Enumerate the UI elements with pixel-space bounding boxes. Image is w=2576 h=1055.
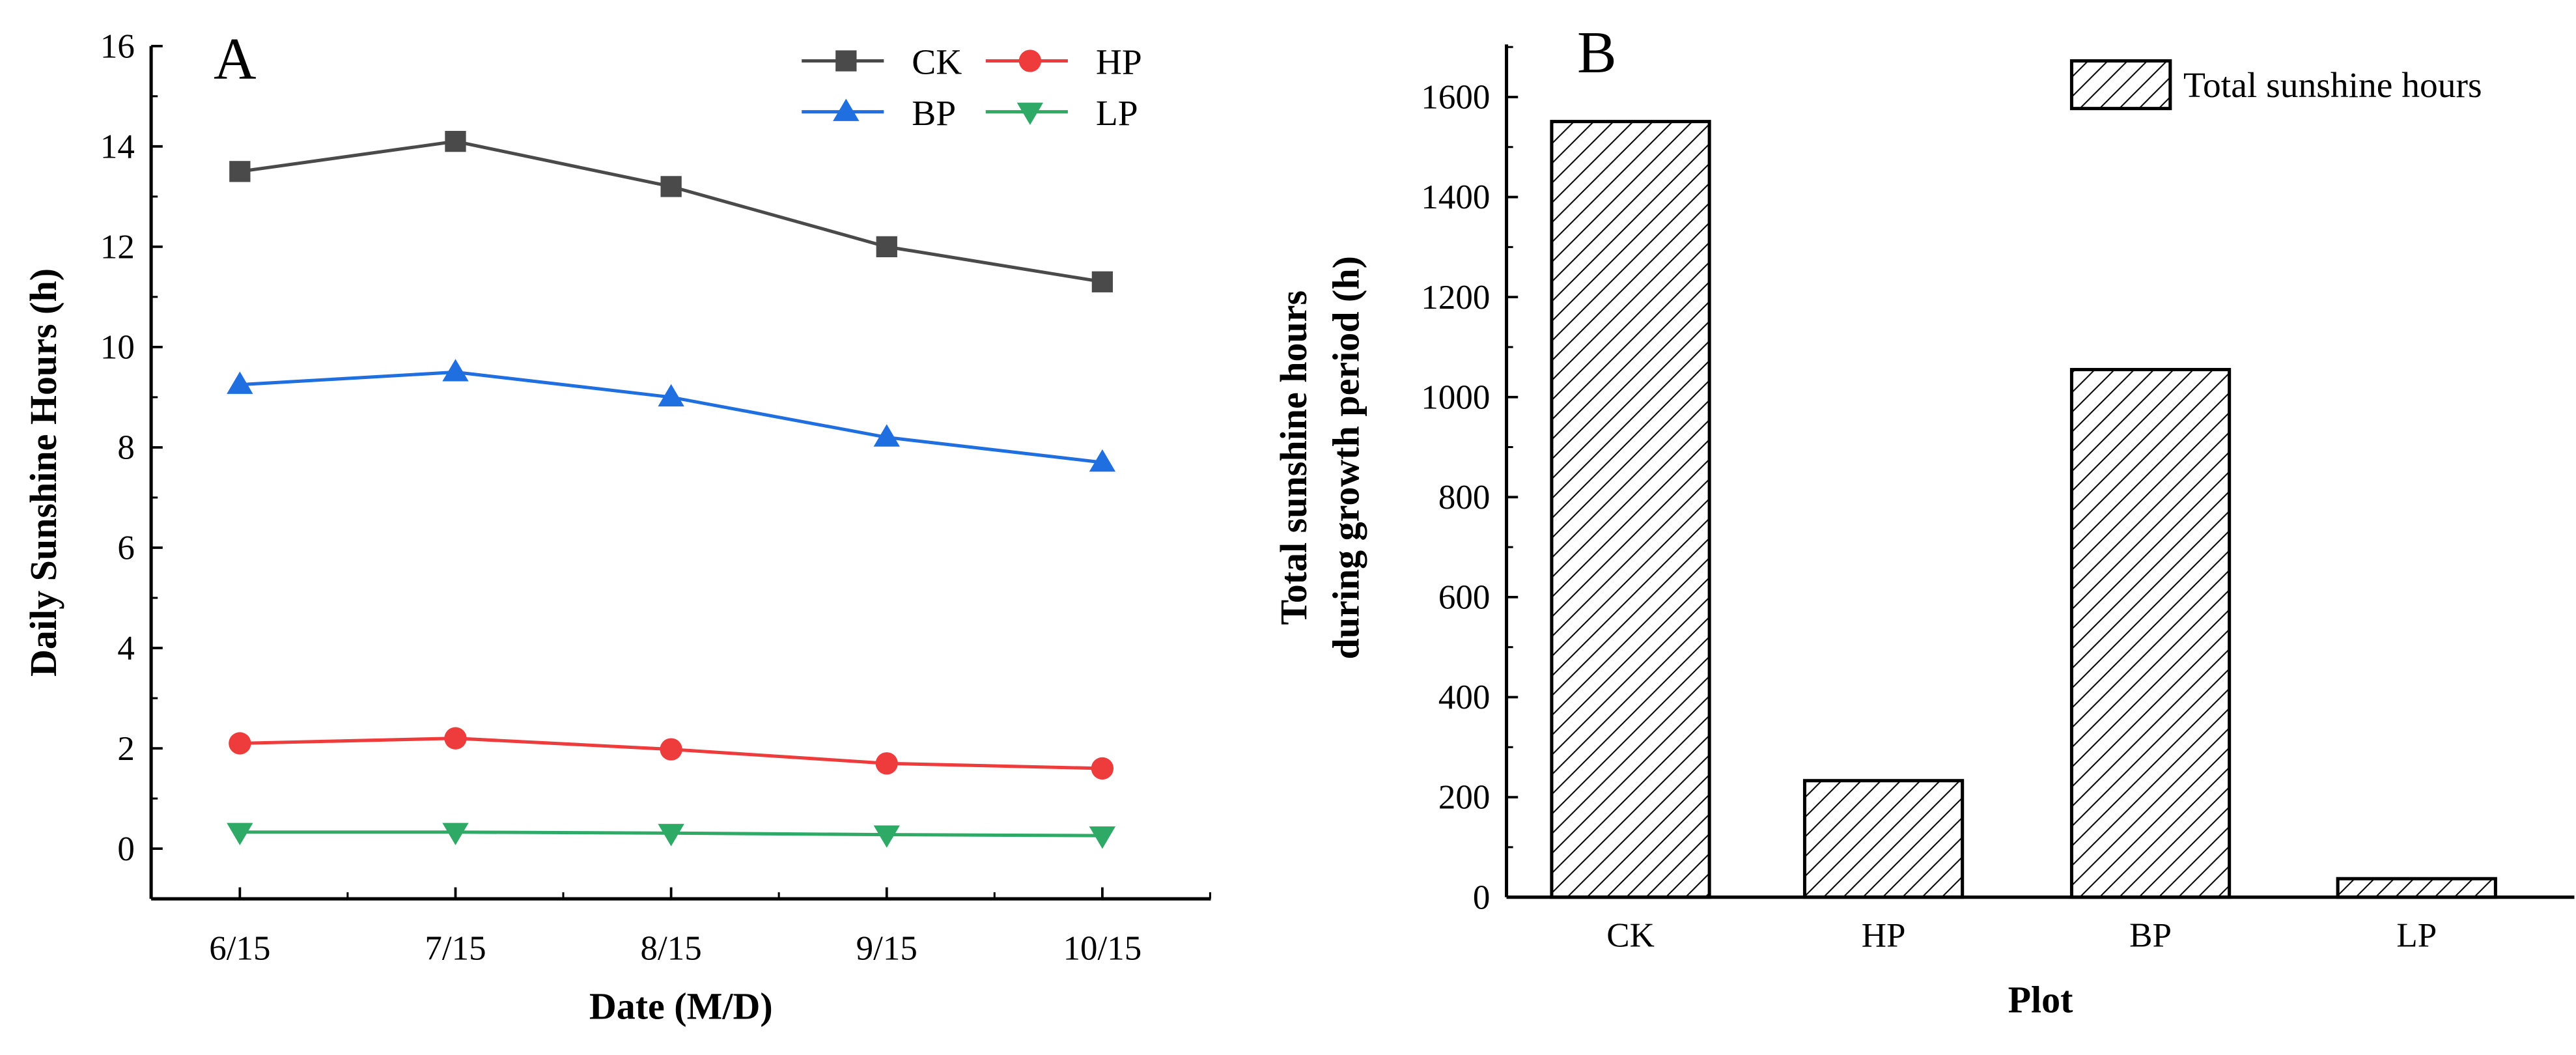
data-point-lp: [227, 823, 253, 845]
data-point-bp: [1089, 449, 1116, 472]
y-axis-title: during growth period (h): [1324, 256, 1367, 659]
data-point-bp: [658, 384, 684, 407]
data-point-bp: [227, 371, 253, 394]
y-axis-title: Total sunshine hours: [1272, 290, 1315, 625]
legend-marker: [833, 98, 860, 121]
data-point-ck: [229, 161, 251, 182]
chart-a: 0 2 4 6 8 10 12 14 16 6/15 7/15 8/15 9/15 10/15 Date (…: [22, 26, 1211, 1027]
legend-label: LP: [1096, 94, 1138, 134]
y-tick-label: 6: [117, 529, 134, 567]
y-tick-label: 600: [1438, 579, 1490, 617]
legend-label: Total sunshine hours: [2183, 66, 2482, 106]
y-tick-label: 200: [1438, 779, 1490, 817]
data-point-hp: [660, 738, 682, 761]
y-tick-label: 4: [117, 630, 134, 668]
legend-swatch: [2069, 59, 2172, 111]
y-tick-label: 12: [100, 229, 135, 266]
data-point-hp: [229, 732, 251, 755]
legend-label: BP: [912, 94, 956, 134]
bar-ck: [1550, 120, 1711, 899]
legend-label: CK: [912, 43, 962, 83]
data-point-ck: [1091, 271, 1113, 292]
y-tick-label: 1000: [1421, 378, 1490, 416]
data-point-lp: [658, 824, 684, 847]
x-axis-title: Plot: [2008, 978, 2074, 1020]
y-tick-label: 1600: [1421, 79, 1490, 117]
legend-label: HP: [1096, 43, 1142, 83]
x-tick-label: 10/15: [1063, 930, 1142, 968]
x-tick-label: HP: [1862, 916, 1906, 954]
y-tick-label: 2: [117, 730, 134, 768]
data-point-ck: [660, 176, 682, 197]
data-point-lp: [873, 825, 900, 848]
x-tick-label: 7/15: [425, 930, 486, 968]
y-tick-label: 8: [117, 429, 134, 467]
y-tick-label: 16: [100, 27, 135, 65]
data-point-bp: [873, 424, 900, 447]
y-tick-label: 0: [117, 830, 134, 868]
y-tick-label: 1400: [1421, 178, 1490, 216]
series-line-ck: [240, 139, 1103, 284]
data-point-hp: [1091, 757, 1114, 780]
legend-marker: [835, 50, 857, 72]
y-tick-label: 14: [100, 128, 135, 165]
x-tick-label: BP: [2129, 916, 2172, 954]
bar-lp: [2336, 877, 2497, 899]
data-point-ck: [876, 236, 897, 258]
x-tick-label: LP: [2396, 916, 2437, 954]
panel-label: B: [1577, 20, 1617, 85]
panel-label: A: [214, 26, 257, 92]
chart-b: 0 200 400 600 800 1000 1200 1400 1600 CK HP BP LP Plo…: [1272, 20, 2575, 1020]
data-point-hp: [444, 727, 467, 750]
data-point-bp: [442, 359, 469, 382]
y-axis-title: Daily Sunshine Hours (h): [22, 268, 64, 677]
legend-marker: [1016, 102, 1044, 125]
x-tick-label: 8/15: [641, 930, 702, 968]
bar-bp: [2069, 367, 2232, 899]
x-tick-label: 6/15: [209, 930, 270, 968]
x-tick-label: 9/15: [856, 930, 917, 968]
y-tick-label: 800: [1438, 479, 1490, 516]
data-point-ck: [445, 130, 466, 152]
y-tick-label: 0: [1473, 879, 1490, 916]
x-tick-label: CK: [1606, 916, 1655, 954]
y-tick-label: 10: [100, 329, 135, 367]
bar-hp: [1802, 779, 1965, 899]
data-point-hp: [875, 752, 898, 775]
data-point-lp: [1089, 826, 1116, 849]
data-point-lp: [442, 823, 469, 845]
y-tick-label: 400: [1438, 679, 1490, 716]
legend-marker: [1018, 49, 1042, 72]
x-axis-title: Date (M/D): [589, 985, 773, 1027]
y-tick-label: 1200: [1421, 279, 1490, 316]
